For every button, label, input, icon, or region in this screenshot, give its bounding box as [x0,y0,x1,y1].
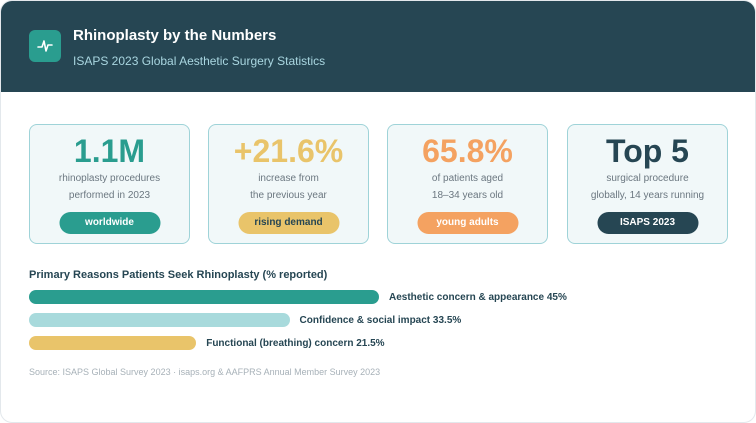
reason-label: Aesthetic concern & appearance 45% [389,291,567,303]
stat-desc-line: of patients aged [431,173,504,184]
source-note: Source: ISAPS Global Survey 2023 · isaps… [29,367,381,377]
stat-badge: rising demand [238,212,339,234]
stat-description: surgical procedure globally, 14 years ru… [568,170,727,204]
stat-value: +21.6% [233,133,344,169]
stat-description: increase from the previous year [209,170,368,204]
reason-row: Functional (breathing) concern 21.5% [29,336,385,350]
stat-desc-line: globally, 14 years running [590,190,705,201]
stat-desc-line: surgical procedure [606,173,689,184]
stat-value: 1.1M [73,133,146,169]
stat-desc-line: increase from [258,173,319,184]
stat-desc-line: the previous year [250,190,327,201]
reason-row: Aesthetic concern & appearance 45% [29,290,567,304]
stat-description: rhinoplasty procedures performed in 2023 [30,170,189,204]
header: Rhinoplasty by the Numbers ISAPS 2023 Gl… [1,1,755,92]
stat-card-age: 65.8% of patients aged 18–34 years old y… [387,124,548,244]
stat-value: 65.8% [422,133,513,169]
stat-badge: young adults [417,212,518,234]
page-subtitle: ISAPS 2023 Global Aesthetic Surgery Stat… [73,54,326,68]
stat-value: Top 5 [606,133,689,169]
reason-label: Functional (breathing) concern 21.5% [206,337,385,349]
reasons-title: Primary Reasons Patients Seek Rhinoplast… [29,269,328,281]
stat-card-growth: +21.6% increase from the previous year r… [208,124,369,244]
stat-desc-line: rhinoplasty procedures [58,173,161,184]
stat-badge: worldwide [59,212,160,234]
reason-label: Confidence & social impact 33.5% [299,314,462,326]
stat-card-procedures: 1.1M rhinoplasty procedures performed in… [29,124,190,244]
stat-description: of patients aged 18–34 years old [388,170,547,204]
reason-bar [29,336,197,350]
reason-bar [29,290,379,304]
pulse-icon [29,30,61,62]
stat-desc-line: 18–34 years old [431,190,504,201]
stat-desc-line: performed in 2023 [68,190,151,201]
stat-card-ranking: Top 5 surgical procedure globally, 14 ye… [567,124,728,244]
page-title: Rhinoplasty by the Numbers [73,27,277,44]
stat-badge: ISAPS 2023 [597,212,698,234]
reason-row: Confidence & social impact 33.5% [29,313,461,327]
reason-bar [29,313,290,327]
